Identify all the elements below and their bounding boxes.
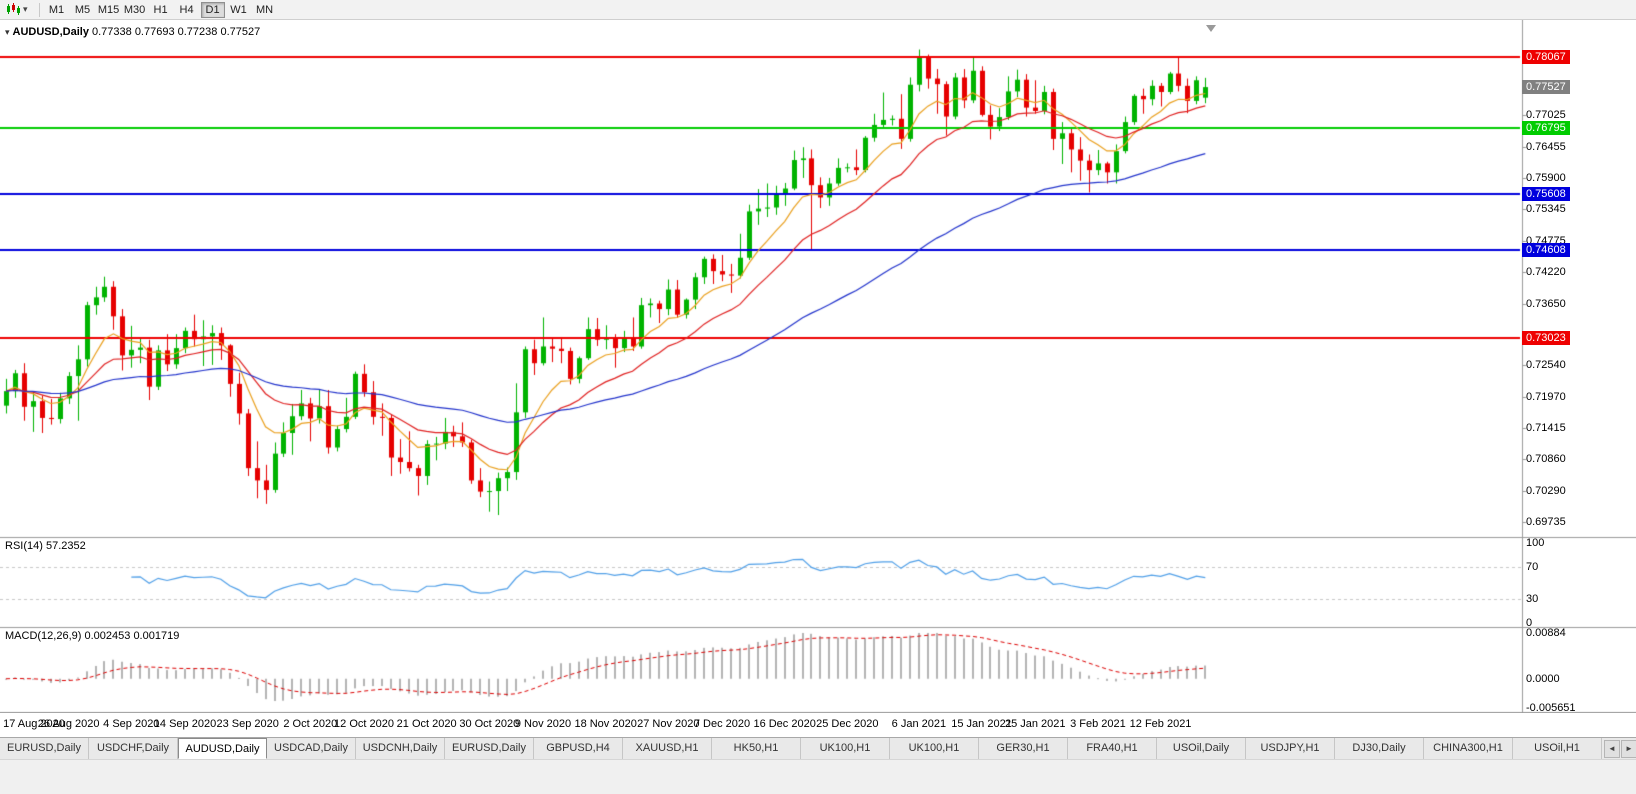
toolbar-separator (38, 2, 40, 17)
macd-scale-label: 0.00884 (1526, 627, 1566, 639)
date-label: 18 Nov 2020 (574, 718, 637, 730)
chart-tab-eurusd-daily[interactable]: EURUSD,Daily (445, 738, 534, 759)
price-tick-label: 0.75345 (1526, 202, 1566, 215)
timeframe-w1[interactable]: W1 (230, 3, 247, 16)
chart-tab-xauusd-h1[interactable]: XAUUSD,H1 (623, 738, 712, 759)
collapse-icon[interactable]: ▾ (5, 27, 10, 37)
macd-title: MACD(12,26,9) 0.002453 0.001719 (5, 630, 179, 642)
date-label: 12 Oct 2020 (334, 718, 394, 730)
hline-price-label[interactable]: 0.75608 (1522, 187, 1570, 202)
timeframe-m5[interactable]: M5 (74, 3, 91, 16)
chart-tab-usdchf-daily[interactable]: USDCHF,Daily (89, 738, 178, 759)
date-label: 9 Nov 2020 (514, 718, 572, 730)
rsi-scale-label: 100 (1526, 537, 1545, 549)
tab-scroll-left-icon[interactable]: ◄ (1604, 739, 1620, 758)
timeframe-d1[interactable]: D1 (200, 1, 225, 18)
chart-tabs-bar: EURUSD,Daily USDCHF,Daily AUDUSD,Daily USDC… (0, 737, 1636, 759)
hline-price-label[interactable]: 0.77527 (1522, 80, 1570, 95)
macd-scale-label: -0.005651 (1526, 702, 1576, 714)
top-toolbar: ▾ M1 M5 M15 M30 H1 H4 D1 W1 MN (0, 0, 1636, 20)
date-label: 17 Aug 2020 (3, 718, 65, 730)
chart-window: ▾ AUDUSD,Daily 0.77338 0.77693 0.77238 0.… (0, 20, 1636, 737)
date-label: 23 Sep 2020 (216, 718, 279, 730)
chart-tab-fra40-h1[interactable]: FRA40,H1 (1068, 738, 1157, 759)
hline-price-label[interactable]: 0.73023 (1522, 331, 1570, 346)
chart-tab-usdcad-daily[interactable]: USDCAD,Daily (267, 738, 356, 759)
macd-value-main: 0.002453 (84, 630, 131, 642)
price-tick-label: 0.70860 (1526, 453, 1566, 466)
date-label: 6 Jan 2021 (891, 718, 947, 730)
date-label: 15 Jan 2021 (951, 718, 1012, 730)
chart-tabs: EURUSD,Daily USDCHF,Daily AUDUSD,Daily USDC… (0, 738, 1602, 759)
chart-type-dropdown-icon[interactable]: ▾ (23, 4, 28, 14)
price-tick-label: 0.72540 (1526, 359, 1566, 372)
date-label: 26 Aug 2020 (37, 718, 100, 730)
price-tick-label: 0.71415 (1526, 422, 1566, 435)
macd-scale-label: 0.0000 (1526, 672, 1560, 685)
price-axis[interactable]: 0.77025 0.76455 0.75900 0.75345 0.74775 0.742… (1522, 20, 1634, 714)
price-tick-label: 0.70290 (1526, 485, 1566, 498)
date-label: 12 Feb 2021 (1129, 718, 1192, 730)
price-tick-label: 0.74220 (1526, 265, 1566, 278)
chart-ohlc-values: 0.77338 0.77693 0.77238 0.77527 (92, 26, 261, 38)
tab-scroll-arrows: ◄ ► (1602, 738, 1636, 759)
rsi-value: 57.2352 (45, 540, 86, 552)
chart-tab-china300-h1[interactable]: CHINA300,H1 (1424, 738, 1513, 759)
status-bar (0, 759, 1636, 794)
date-label: 3 Feb 2021 (1070, 718, 1126, 730)
tab-scroll-right-icon[interactable]: ► (1621, 739, 1636, 758)
price-tick-label: 0.77025 (1526, 109, 1566, 122)
rsi-title: RSI(14) 57.2352 (5, 540, 86, 552)
date-label: 30 Oct 2020 (459, 718, 520, 730)
rsi-scale-label: 30 (1526, 593, 1539, 605)
date-label: 16 Dec 2020 (753, 718, 816, 730)
time-axis[interactable]: 17 Aug 2020 26 Aug 2020 4 Sep 2020 14 Sep 2… (0, 714, 1522, 737)
date-label: 25 Dec 2020 (816, 718, 879, 730)
price-tick-label: 0.71970 (1526, 391, 1566, 404)
chart-ohlc-title: ▾ AUDUSD,Daily 0.77338 0.77693 0.77238 0.… (5, 26, 260, 38)
chart-tab-eurusd-daily[interactable]: EURUSD,Daily (0, 738, 89, 759)
rsi-label: RSI(14) (5, 540, 43, 552)
date-label: 25 Jan 2021 (1004, 718, 1066, 730)
hline-price-label[interactable]: 0.76795 (1522, 120, 1570, 135)
date-label: 2 Oct 2020 (283, 718, 338, 730)
chart-tab-usoil-daily[interactable]: USOil,Daily (1157, 738, 1246, 759)
hline-price-label[interactable]: 0.74608 (1522, 243, 1570, 258)
timeframe-h4[interactable]: H4 (179, 3, 194, 16)
chart-tab-gbpusd-h4[interactable]: GBPUSD,H4 (534, 738, 623, 759)
chart-tab-usdcnh-daily[interactable]: USDCNH,Daily (356, 738, 445, 759)
timeframe-m30[interactable]: M30 (123, 3, 146, 16)
chart-symbol-label: AUDUSD,Daily (12, 26, 89, 38)
timeframe-m1[interactable]: M1 (48, 3, 65, 16)
timeframe-m15[interactable]: M15 (97, 3, 120, 16)
timeframe-mn[interactable]: MN (255, 3, 274, 16)
price-tick-label: 0.69735 (1526, 516, 1566, 528)
chart-tab-ger30-h1[interactable]: GER30,H1 (979, 738, 1068, 759)
chart-tab-hk50-h1[interactable]: HK50,H1 (712, 738, 801, 759)
chart-tab-uk100-h1[interactable]: UK100,H1 (801, 738, 890, 759)
date-label: 21 Oct 2020 (396, 718, 457, 730)
chart-canvas[interactable] (0, 20, 1636, 713)
rsi-scale-label: 70 (1526, 561, 1539, 573)
date-label: 14 Sep 2020 (153, 718, 217, 730)
price-tick-label: 0.75900 (1526, 171, 1566, 184)
chart-shift-icon[interactable] (1206, 25, 1216, 32)
timeframe-h1[interactable]: H1 (153, 3, 168, 16)
date-label: 4 Sep 2020 (103, 718, 160, 730)
macd-value-signal: 0.001719 (133, 630, 180, 642)
rsi-scale-label: 0 (1526, 617, 1533, 629)
chart-tab-uk100-h1[interactable]: UK100,H1 (890, 738, 979, 759)
hline-price-label[interactable]: 0.78067 (1522, 49, 1570, 64)
chart-type-icon[interactable] (4, 3, 22, 17)
chart-tab-audusd-daily[interactable]: AUDUSD,Daily (178, 738, 267, 759)
timeframe-group: M1 M5 M15 M30 H1 H4 D1 W1 MN (45, 1, 277, 18)
chart-tab-usdjpy-h1[interactable]: USDJPY,H1 (1246, 738, 1335, 759)
chart-tab-usoil-h1[interactable]: USOil,H1 (1513, 738, 1602, 759)
price-tick-label: 0.76455 (1526, 140, 1566, 153)
price-tick-label: 0.73650 (1526, 297, 1566, 310)
date-label: 7 Dec 2020 (693, 718, 751, 730)
macd-label: MACD(12,26,9) (5, 630, 82, 642)
date-label: 27 Nov 2020 (637, 718, 700, 730)
chart-tab-dj30-daily[interactable]: DJ30,Daily (1335, 738, 1424, 759)
